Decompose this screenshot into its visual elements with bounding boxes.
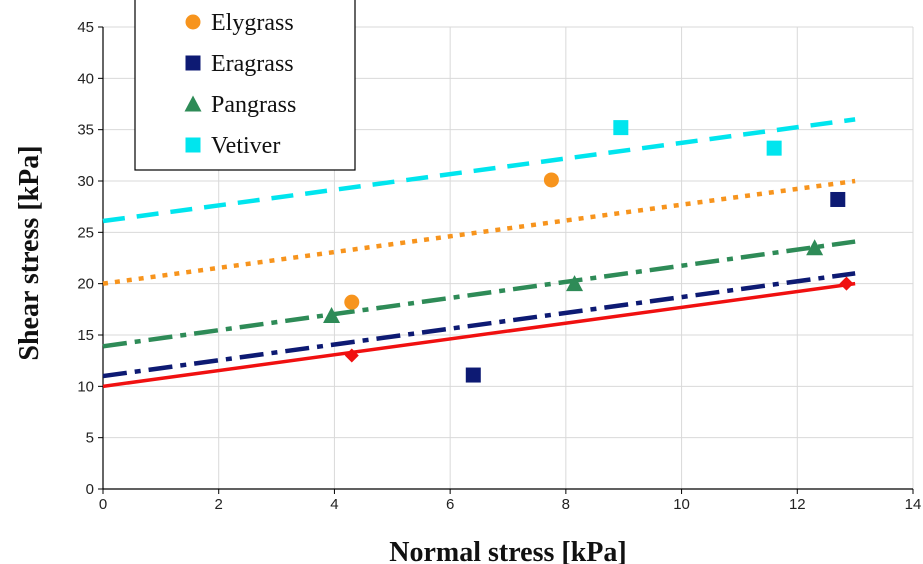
point-vetiver [613,120,629,136]
y-axis-label: Shear stress [kPa] [14,145,45,360]
data-points [323,120,854,383]
legend-marker-pangrass [184,95,202,112]
y-tick-label: 20 [77,276,94,293]
x-tick-label: 12 [789,496,806,513]
y-tick-label: 25 [77,224,94,241]
y-tick-label: 0 [86,481,94,498]
axes [98,26,914,494]
trendline-vetiver [102,117,856,224]
legend-label-vetiver: Vetiver [211,133,280,159]
x-tick-label: 8 [562,496,570,513]
point-elygrass [543,172,559,188]
trendline-pangrass [102,239,856,349]
trendline-series-5 [102,281,856,389]
y-tick-label: 5 [86,430,94,447]
legend-marker-eragrass [185,55,201,71]
point-pangrass [323,306,341,323]
x-tick-label: 10 [673,496,690,513]
trendline-eragrass [102,271,856,379]
y-tick-label: 15 [77,327,94,344]
y-tick-label: 10 [77,378,94,395]
legend-label-eragrass: Eragrass [211,51,294,77]
point-pangrass [566,275,584,292]
y-tick-label: 40 [77,70,94,87]
x-axis-label: Normal stress [kPa] [389,537,626,564]
legend-label-pangrass: Pangrass [211,92,296,118]
y-tick-label: 45 [77,19,94,36]
x-tick-label: 0 [99,496,107,513]
trendlines [102,117,856,389]
point-series-5 [344,348,359,363]
point-eragrass [830,191,846,207]
x-tick-label: 2 [215,496,223,513]
y-tick-label: 35 [77,122,94,139]
legend-marker-elygrass [185,14,201,30]
legend-label-elygrass: Elygrass [211,10,294,36]
x-tick-label: 6 [446,496,454,513]
point-vetiver [766,140,782,156]
point-elygrass [344,294,360,310]
point-series-5 [839,276,854,291]
x-tick-label: 14 [905,496,922,513]
y-tick-label: 30 [77,173,94,190]
x-tick-label: 4 [330,496,338,513]
tick-labels: 0 2 4 6 8 10 12 14 0 5 10 15 20 25 30 35 40 45 [77,19,921,513]
legend: Elygrass Eragrass Pangrass Vetiver [134,0,356,171]
legend-marker-vetiver [185,137,201,153]
point-eragrass [465,367,481,383]
point-pangrass [806,239,824,256]
legend-box [134,0,356,171]
